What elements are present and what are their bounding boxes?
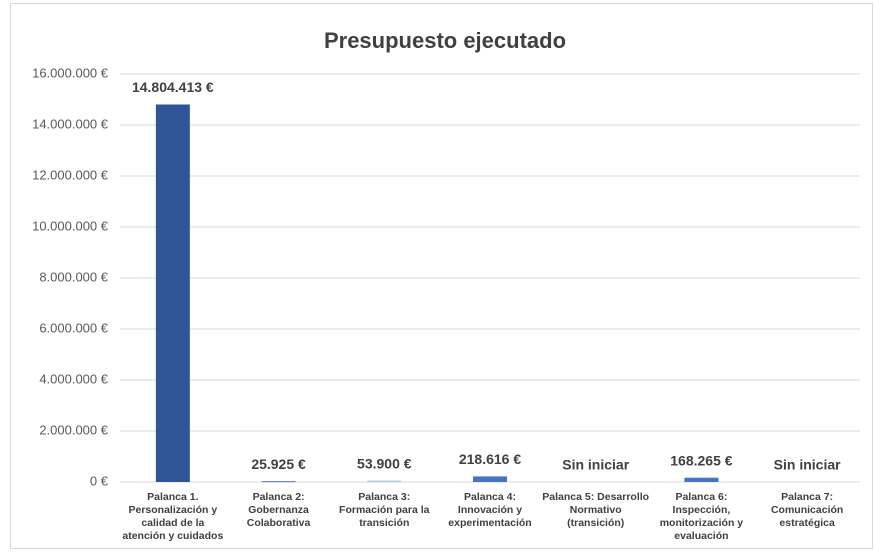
y-tick-label: 2.000.000 € [39,422,108,437]
x-tick-label: Palanca 2: Gobernanza Colaborativa [246,491,311,529]
x-tick-label: Palanca 6: Inspección, monitorización y … [659,491,744,542]
x-tick-label: Palanca 1. Personalización y calidad de … [122,491,224,542]
y-tick-label: 0 € [90,473,109,488]
value-label: 25.925 € [251,456,306,472]
value-label: 168.265 € [670,452,732,468]
bar [367,480,402,482]
x-tick-label: Palanca 7: Comunicación estratégica [770,491,844,529]
value-label: 53.900 € [357,455,412,471]
x-tick-label: Palanca 4: Innovación y experimentación [448,491,532,529]
value-label: 14.804.413 € [132,79,214,95]
y-tick-label: 4.000.000 € [39,371,108,386]
x-tick-label: Palanca 3: Formación para la transición [339,491,430,529]
value-label: 218.616 € [459,451,521,467]
bar [155,104,190,483]
chart-frame [10,3,873,549]
y-tick-label: 12.000.000 € [32,167,109,182]
bar [473,476,507,482]
y-tick-label: 14.000.000 € [32,116,109,131]
bar [261,481,296,483]
y-tick-label: 16.000.000 € [32,65,109,80]
chart-title: Presupuesto ejecutado [324,28,566,53]
value-label: Sin iniciar [562,457,629,473]
y-tick-label: 10.000.000 € [32,218,109,233]
y-tick-label: 8.000.000 € [39,269,108,284]
value-label: Sin iniciar [774,457,841,473]
y-tick-label: 6.000.000 € [39,320,108,335]
bar [684,477,719,482]
x-tick-label: Palanca 5: Desarrollo Normativo (transic… [542,491,650,529]
